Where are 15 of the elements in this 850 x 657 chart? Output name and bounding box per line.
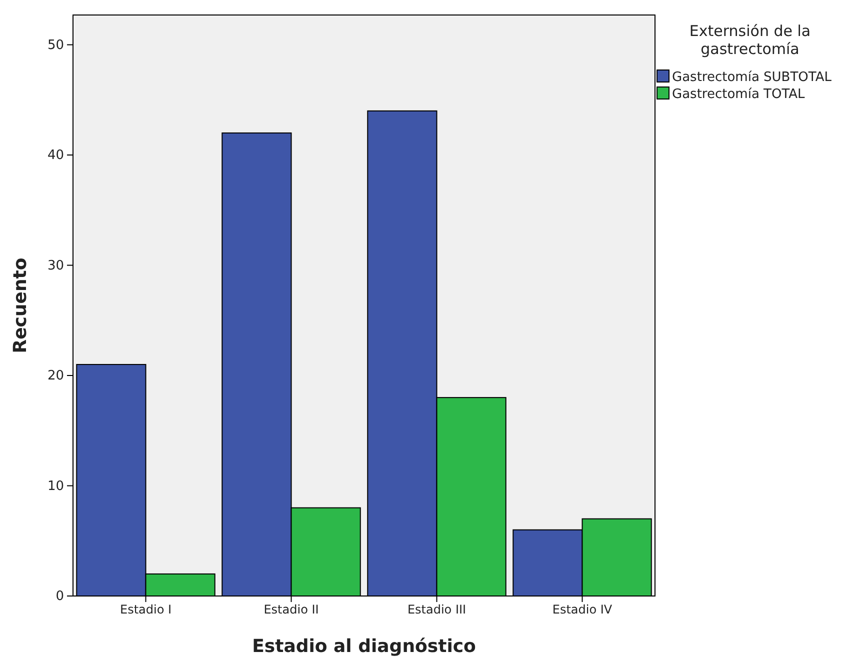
x-axis-title: Estadio al diagnóstico	[252, 636, 476, 657]
y-tick-label: 40	[47, 148, 64, 164]
y-tick-label: 20	[47, 368, 64, 384]
y-tick-label: 0	[56, 589, 64, 604]
legend-title: Externsión de la gastrectomía	[689, 22, 811, 58]
legend-label: Gastrectomía SUBTOTAL	[672, 70, 832, 85]
x-tick-label: Estadio IV	[552, 602, 613, 617]
y-tick-label: 10	[47, 478, 64, 494]
x-tick-label: Estadio I	[120, 602, 172, 617]
y-axis-title: Recuento	[10, 258, 31, 354]
y-tick-label: 30	[47, 258, 64, 274]
y-tick-label: 50	[47, 38, 64, 53]
x-tick-label: Estadio II	[264, 602, 319, 617]
x-tick-label: Estadio III	[407, 602, 466, 617]
legend-label: Gastrectomía TOTAL	[672, 87, 806, 102]
